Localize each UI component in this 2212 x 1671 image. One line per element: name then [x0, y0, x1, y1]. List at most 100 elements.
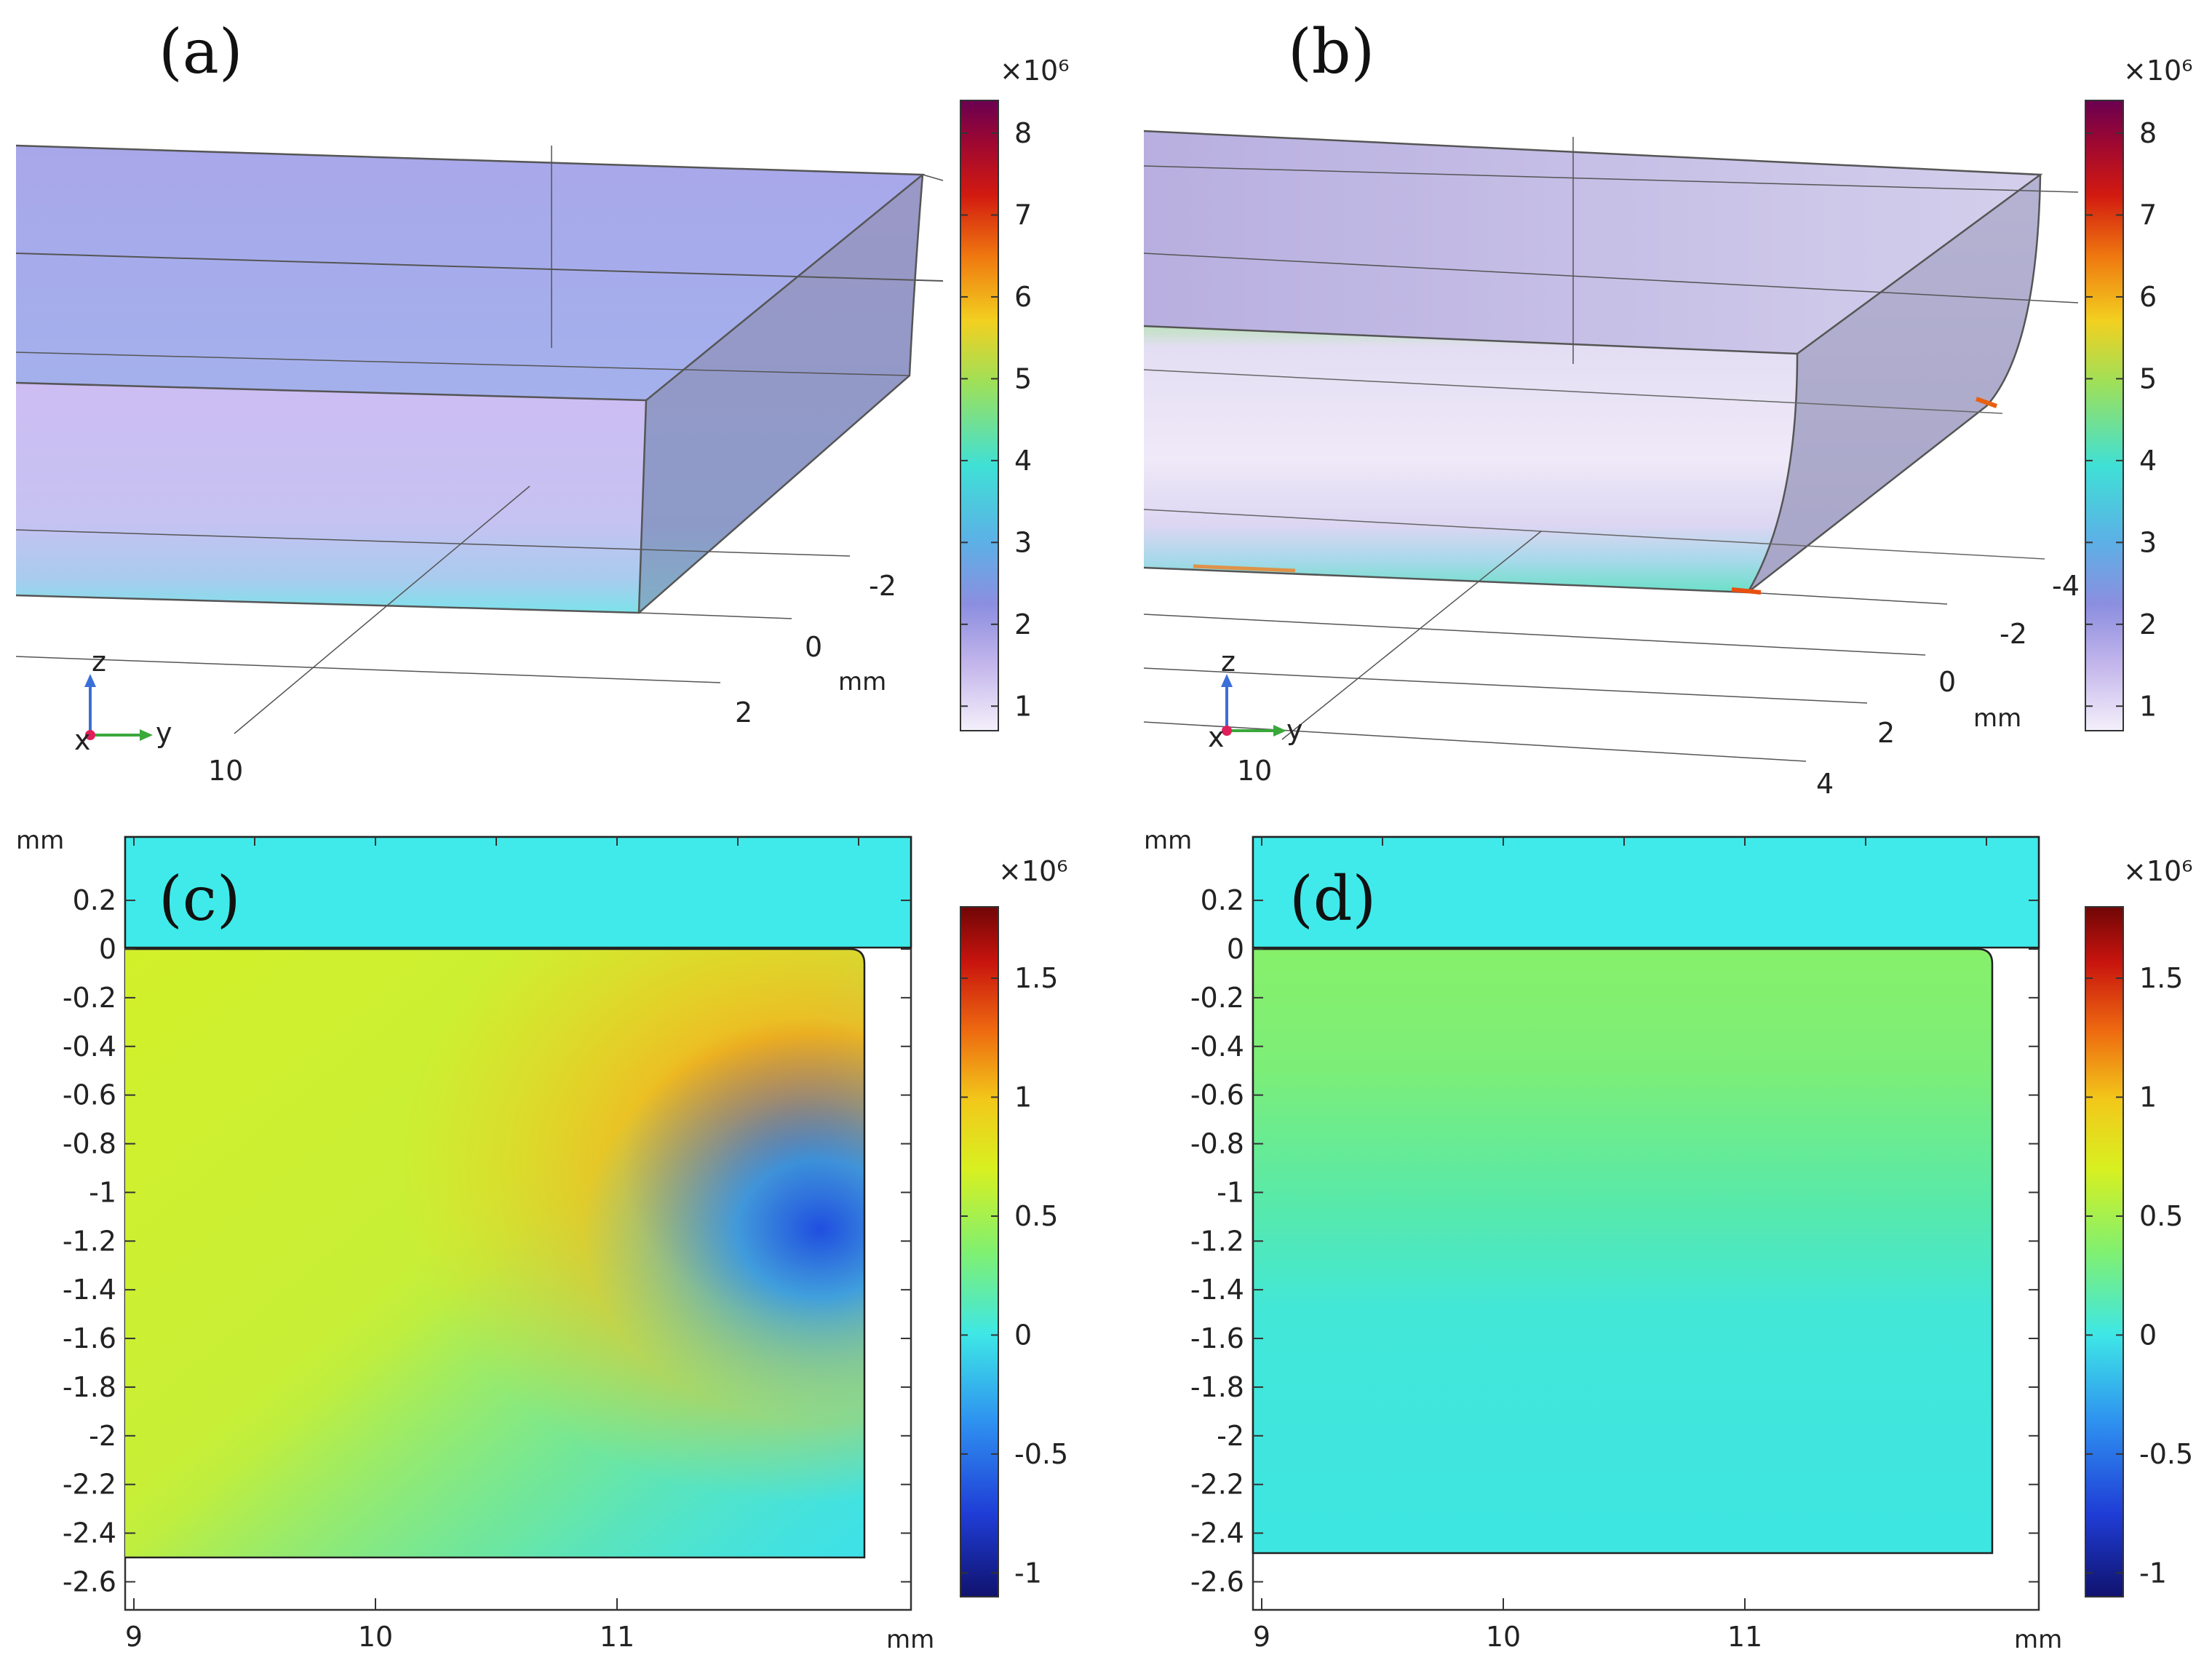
b-grid-line: [1143, 614, 1926, 656]
a-grid-line: [15, 529, 851, 557]
d-colorbar-exponent: ×10⁶: [2123, 855, 2192, 887]
d-y-tick-label: -1.2: [1190, 1225, 1244, 1257]
a-colorbar-exponent: ×10⁶: [1000, 55, 1069, 87]
d-y-tick-label: -0.6: [1190, 1079, 1244, 1111]
b-tick-x: 10: [1237, 755, 1272, 787]
b-colorbar-tick-label: 1: [2139, 690, 2157, 722]
b-edge-curve: [1143, 353, 1799, 594]
d-y-tick-label: -0.4: [1190, 1031, 1244, 1063]
b-colorbar-tick-label: 4: [2139, 445, 2157, 477]
a-grid-line: [15, 352, 910, 376]
d-y-tick-label: -2.6: [1190, 1565, 1244, 1597]
b-colorbar-tick-label: 8: [2139, 117, 2157, 149]
b-edges: [1143, 130, 2043, 355]
svg-text:x: x: [74, 724, 91, 756]
panel-c-label: (c): [159, 863, 241, 934]
b-colorbar-tick-label: 3: [2139, 526, 2157, 558]
a-colorbar-tick-label: 2: [1014, 608, 1032, 640]
c-y-tick-label: -2: [89, 1420, 116, 1452]
a-edges: [15, 144, 926, 402]
b-hot-streak: [1193, 564, 1296, 573]
c-y-tick-label: -2.4: [63, 1517, 116, 1549]
a-tick-x: 10: [208, 755, 243, 787]
a-colorbar-tick-label: 6: [1014, 281, 1032, 313]
d-colorbar-tick-label: 1.5: [2139, 962, 2183, 994]
panel-d: mm 0.2 0 -0.2 -0.4 -0.6 -0.8 -1 -1.2 -1.4 -1.6 -1.…: [1144, 826, 2193, 1654]
a-grid-line: [922, 174, 944, 181]
b-edge-curve2: [1747, 174, 2042, 593]
d-body-fill: [1252, 948, 1994, 1555]
d-y-tick-label: 0: [1227, 933, 1244, 965]
a-grid-line: [15, 656, 721, 683]
b-side-face: [1748, 175, 2040, 592]
c-y-tick-label: -0.2: [63, 982, 116, 1014]
a-front-face: [16, 383, 646, 613]
c-colorbar-tick-label: 0: [1014, 1319, 1032, 1351]
b-unit: mm: [1973, 704, 2021, 733]
d-unit-y: mm: [1144, 826, 1192, 855]
a-grid-line: [234, 485, 530, 734]
b-colorbar-tick-label: 5: [2139, 362, 2157, 394]
d-y-axis: 0.2 0 -0.2 -0.4 -0.6 -0.8 -1 -1.2 -1.4 -1.6 -1.8 -2…: [1190, 884, 2039, 1597]
d-colorbar-tick-label: 1: [2139, 1081, 2157, 1114]
c-x-tick-label: 10: [358, 1621, 393, 1653]
a-colorbar-tick-label: 3: [1014, 526, 1032, 558]
d-y-tick-label: -2.4: [1190, 1517, 1244, 1549]
d-x-tick-label: 11: [1727, 1621, 1762, 1653]
c-y-tick-label: -1.6: [63, 1322, 116, 1354]
d-colorbar-tick-label: -1: [2139, 1557, 2167, 1589]
a-colorbar-tick-label: 1: [1014, 690, 1032, 722]
d-x-axis: 9 10 11: [1253, 837, 1987, 1653]
c-field: [125, 949, 864, 1557]
c-colorbar-tick-label: -1: [1014, 1557, 1042, 1589]
b-grid-line: [1143, 165, 2079, 193]
d-x-tick-label: 10: [1486, 1621, 1521, 1653]
a-side-face: [639, 175, 923, 613]
b-front-face: [1144, 326, 1797, 592]
a-top-face: [16, 146, 923, 400]
b-grid-line: [1143, 369, 2003, 414]
b-grid-line: [1747, 592, 1948, 605]
svg-text:y: y: [1286, 714, 1303, 746]
svg-text:z: z: [92, 646, 106, 678]
c-y-tick-label: 0: [99, 933, 116, 965]
panel-c: mm 0.2 0 -0.2 -0.4 -0.6 -0.8 -1 -1.2 -1.4 -1.6 -1.…: [16, 826, 1068, 1654]
panel-d-label: (d): [1289, 863, 1376, 934]
c-unit-x: mm: [886, 1625, 934, 1654]
panel-a: (a) -2 0 2 mm 10 z y: [15, 16, 1069, 787]
c-y-tick-label: -2.2: [63, 1469, 116, 1501]
b-hot-streak: [1731, 587, 1762, 595]
d-y-tick-label: -2: [1217, 1420, 1244, 1452]
b-grid-line: [1143, 667, 1868, 704]
c-y-tick-label: -1: [89, 1176, 116, 1208]
d-y-tick-label: -1.6: [1190, 1322, 1244, 1354]
c-x-axis: 9 10 11: [125, 837, 859, 1653]
c-y-tick-label: -1.4: [63, 1274, 116, 1306]
c-x-tick-label: 11: [600, 1621, 634, 1653]
b-axis-triad: z y x: [1208, 646, 1303, 753]
c-y-tick-label: -1.8: [63, 1371, 116, 1403]
b-colorbar-tick-label: 2: [2139, 608, 2157, 640]
c-colorbar-tick-label: -0.5: [1014, 1438, 1068, 1470]
c-colorbar-tick-label: 1: [1014, 1081, 1032, 1114]
b-colorbar: ×10⁶ 1 2 3 4 5 6 7 8: [2085, 55, 2192, 731]
svg-text:y: y: [156, 717, 172, 749]
d-colorbar-tick-label: 0: [2139, 1319, 2157, 1351]
a-grid-line: [15, 253, 944, 282]
c-x-tick-label: 9: [125, 1621, 143, 1653]
d-y-tick-label: -1.4: [1190, 1274, 1244, 1306]
a-colorbar-tick-label: 4: [1014, 445, 1032, 477]
c-y-tick-label: -0.4: [63, 1031, 116, 1063]
b-tick-y: 0: [1938, 666, 1956, 698]
a-colorbar-tick-label: 5: [1014, 362, 1032, 394]
b-colorbar-tick-label: 7: [2139, 199, 2157, 231]
a-colorbar: ×10⁶ 1 2 3 4 5 6 7 8: [960, 55, 1069, 731]
a-tick-y: 2: [735, 696, 752, 729]
d-y-tick-label: -0.2: [1190, 982, 1244, 1014]
b-grid-line: [1143, 721, 1807, 762]
a-axis-triad: z y x: [74, 646, 172, 756]
c-y-tick-label: -2.6: [63, 1565, 116, 1597]
a-edge-curve: [638, 174, 924, 614]
b-hot-streak: [1975, 397, 1998, 408]
